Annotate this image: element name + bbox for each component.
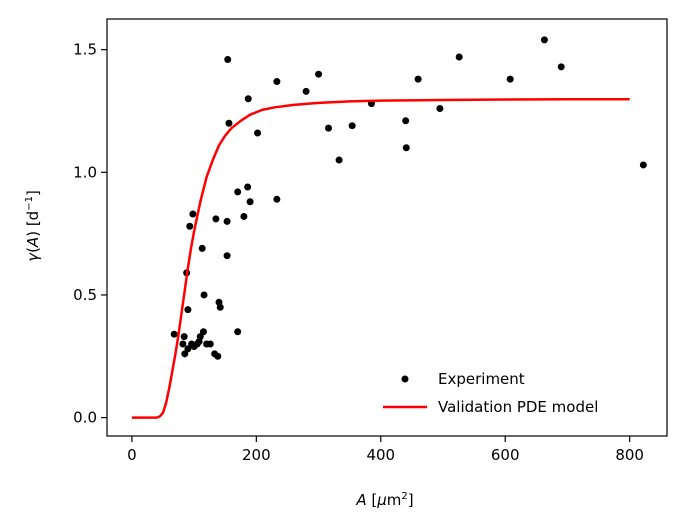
data-point-9: [189, 210, 197, 218]
legend-label-experiment: Experiment: [438, 370, 525, 388]
data-point-35: [273, 195, 281, 203]
data-point-32: [244, 95, 252, 103]
axes-frame: [106, 18, 668, 437]
data-point-51: [639, 161, 647, 169]
data-point-1: [179, 340, 187, 348]
data-point-28: [234, 328, 242, 336]
data-point-31: [244, 183, 252, 191]
data-point-36: [273, 78, 281, 86]
data-point-38: [315, 70, 323, 78]
legend-marker-experiment: [401, 375, 409, 383]
data-point-18: [206, 340, 214, 348]
data-point-41: [348, 122, 356, 130]
data-point-48: [506, 75, 514, 83]
data-point-30: [240, 212, 248, 220]
data-point-34: [254, 129, 262, 137]
data-point-14: [198, 244, 206, 252]
legend: Experiment Validation PDE model: [383, 370, 598, 416]
data-point-6: [184, 345, 192, 353]
data-point-46: [436, 105, 444, 113]
data-point-39: [325, 124, 333, 132]
y-tick-label-3: 1.5: [73, 41, 97, 59]
data-point-23: [216, 303, 224, 311]
data-point-7: [186, 222, 194, 230]
model-curve-line: [131, 97, 630, 419]
x-tick-label-0: 0: [127, 446, 137, 464]
data-point-15: [199, 328, 207, 336]
data-point-43: [402, 117, 410, 125]
data-point-44: [402, 144, 410, 152]
y-tick-label-1: 0.5: [73, 286, 97, 304]
data-point-0: [170, 330, 178, 338]
legend-label-model: Validation PDE model: [438, 398, 598, 416]
data-point-50: [557, 63, 565, 71]
y-tick-label-0: 0.0: [73, 409, 97, 427]
axes: 0 200 400 600 800 0.0 0.5 1.0 1.5: [73, 18, 668, 464]
data-point-5: [180, 333, 188, 341]
x-tick-label-2: 400: [366, 446, 395, 464]
data-point-45: [414, 75, 422, 83]
data-point-16: [200, 291, 208, 299]
data-point-33: [246, 198, 254, 206]
x-tick-label-3: 600: [491, 446, 520, 464]
data-point-47: [455, 53, 463, 61]
x-tick-label-1: 200: [242, 446, 271, 464]
data-point-20: [212, 215, 220, 223]
data-point-24: [223, 217, 231, 225]
y-tick-label-2: 1.0: [73, 163, 97, 181]
data-point-27: [225, 119, 233, 127]
x-axis-label: A [μm2]: [355, 491, 413, 509]
data-point-37: [302, 87, 310, 95]
data-point-26: [224, 55, 232, 63]
data-point-49: [540, 36, 548, 44]
data-point-40: [335, 156, 343, 164]
plot-area: [131, 36, 647, 419]
y-axis-label: γ(A) [d−1]: [24, 190, 42, 262]
data-point-21: [214, 352, 222, 360]
x-tick-label-4: 800: [615, 446, 644, 464]
data-point-4: [184, 306, 192, 314]
data-point-29: [234, 188, 242, 196]
data-point-25: [223, 252, 231, 260]
